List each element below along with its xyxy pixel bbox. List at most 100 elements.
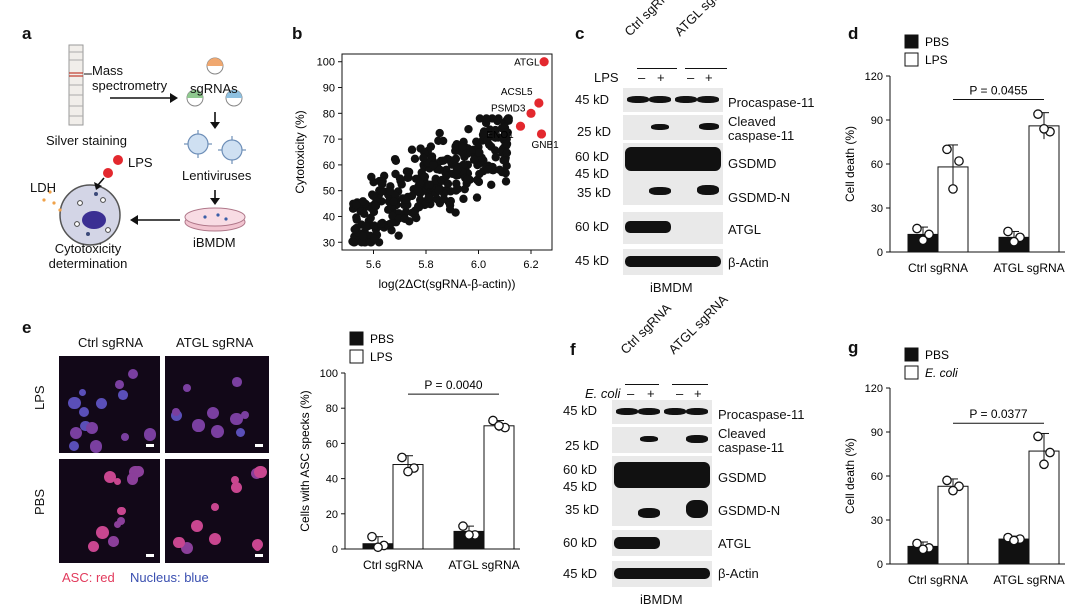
cell-nucleus (79, 388, 87, 397)
y-tick-label: 50 (323, 186, 335, 198)
ibmdm-label: iBMDM (193, 235, 236, 250)
highlight-label: ATGL (514, 58, 540, 69)
cell-nucleus (96, 525, 109, 539)
data-point (1009, 236, 1019, 247)
scatter-point (483, 165, 493, 174)
cell-nucleus (143, 428, 157, 441)
scatter-point (388, 211, 397, 221)
scatter-point (377, 180, 387, 189)
sgrnas-label: sgRNAs (190, 81, 238, 96)
panel-label-a: a (22, 24, 32, 43)
cell-nucleus (182, 384, 192, 393)
scatter-point (453, 184, 462, 193)
cell-nucleus (192, 419, 205, 432)
cell-nucleus (171, 408, 180, 417)
scatter-point (469, 155, 479, 164)
micro-image-ctrl-lps (59, 356, 160, 453)
cell-nucleus (117, 506, 126, 516)
blot-c-actin-strip (623, 249, 723, 275)
scatter-point (391, 169, 400, 179)
cell-nucleus (232, 377, 242, 387)
cell-nucleus (117, 389, 128, 400)
scatter-point (475, 148, 484, 157)
scatter-point (443, 179, 453, 188)
y-tick-label: 60 (871, 471, 883, 483)
cell-nucleus (103, 470, 116, 484)
blot-c-mw-3: 60 kD (575, 149, 609, 164)
data-point (942, 144, 952, 155)
y-tick-label: 120 (865, 71, 883, 83)
cell-nucleus (254, 465, 267, 479)
micro-image-ctrl-pbs (59, 459, 160, 563)
scatter-point (419, 153, 428, 163)
data-point (942, 475, 952, 486)
blot-c-treatment: LPS (594, 70, 619, 85)
scatter-point (452, 165, 462, 175)
data-point (924, 229, 934, 240)
blot-f-mw-3: 60 kD (563, 462, 597, 477)
blot-c-band-gsdmd-n: GSDMD-N (728, 190, 791, 205)
highlight-point (534, 98, 544, 108)
highlight-label: ACSL5 (501, 87, 533, 98)
scatter-point (410, 154, 420, 163)
cell-nucleus (69, 426, 83, 440)
lentiviruses-label: Lentiviruses (182, 168, 252, 183)
data-point (1039, 123, 1049, 134)
y-tick-label: 60 (323, 160, 335, 172)
cell-nucleus (173, 537, 185, 549)
cell-nucleus (108, 536, 119, 547)
cell-nucleus (90, 440, 103, 453)
cell-nucleus (68, 440, 80, 451)
y-axis-label: Cells with ASC specks (%) (298, 390, 312, 531)
micro-row-pbs: PBS (32, 488, 47, 515)
blot-f-procasp-strip (612, 400, 712, 424)
data-point (912, 223, 922, 234)
legend-swatch (904, 347, 919, 362)
scatter-point (442, 165, 451, 174)
y-tick-label: 0 (332, 544, 338, 556)
scatter-point (369, 221, 379, 230)
blot-c-cleaved-strip (623, 115, 723, 140)
cell-nucleus (230, 481, 243, 494)
legend-label: LPS (925, 53, 948, 67)
panel-label-c: c (575, 24, 585, 43)
blot-f-actin-strip (612, 561, 712, 587)
highlight-label: GNB1 (532, 140, 560, 151)
scatter-point (377, 187, 387, 196)
cell-nucleus (206, 406, 219, 419)
data-point (403, 466, 413, 477)
scatter-point (413, 186, 423, 196)
category-label: Ctrl sgRNA (363, 558, 423, 572)
lps-label: LPS (128, 155, 153, 170)
scatter-point (504, 114, 513, 123)
scatter-point (371, 201, 381, 211)
micro-row-lps: LPS (32, 385, 47, 410)
scatter-point (401, 207, 411, 217)
cell-nucleus (128, 369, 139, 380)
scatter-point (482, 114, 491, 123)
scatter-point (349, 238, 358, 247)
scatter-point (407, 191, 417, 201)
blot-f-cleaved-strip (612, 427, 712, 453)
legend-swatch (904, 365, 919, 380)
scatter-frame (341, 53, 553, 251)
cell-nucleus (120, 433, 129, 442)
bar (937, 485, 969, 565)
scatter-point (451, 142, 460, 151)
cell-nucleus (133, 466, 144, 478)
blot-f-line1 (625, 384, 659, 385)
blot-f-gsdmd-strip (612, 456, 712, 526)
cell-nucleus (210, 503, 219, 512)
cytotoxicity-label: Cytotoxicity determination (48, 241, 128, 271)
scatter-point (370, 234, 379, 243)
data-point (1033, 431, 1043, 442)
blot-f-sign2: + (647, 386, 655, 401)
scatter-point (491, 133, 500, 142)
scatter-point (475, 114, 485, 123)
highlight-point (539, 57, 549, 67)
bar (1028, 125, 1060, 253)
bar-chart-e: PBS LPS 0 20 40 60 80 100 Cells with ASC specks … (298, 331, 520, 572)
data-point (948, 184, 958, 194)
scatter-point (463, 175, 472, 184)
ldh-label: LDH (30, 180, 57, 195)
